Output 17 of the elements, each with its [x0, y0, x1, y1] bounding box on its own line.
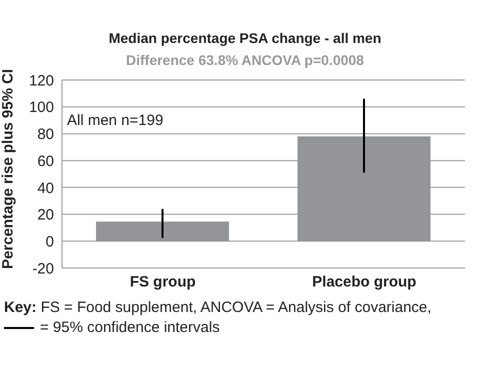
y-tick-label: 20 [37, 206, 54, 224]
y-tick-label: 60 [37, 152, 54, 170]
chart-title: Median percentage PSA change - all men [108, 30, 382, 46]
x-tick-label: Placebo group [312, 274, 416, 291]
chart-subtitle: Difference 63.8% ANCOVA p=0.0008 [125, 52, 365, 68]
text: = 95% confidence intervals [40, 319, 220, 336]
y-tick-label: 80 [37, 126, 54, 144]
y-tick-label: 100 [28, 99, 54, 116]
y-tick-label: -20 [32, 260, 54, 278]
text: Key: [4, 299, 38, 316]
y-tick-label: 120 [28, 72, 54, 90]
y-tick-label: 40 [37, 180, 54, 197]
y-axis-title: Percentage rise plus 95% CI [0, 68, 16, 269]
y-tick-label: 0 [46, 233, 54, 250]
annotation: All men n=199 [67, 112, 164, 129]
text: FS = Food supplement, ANCOVA = Analysis of covariance, [40, 299, 432, 316]
x-tick-label: FS group [130, 274, 196, 291]
